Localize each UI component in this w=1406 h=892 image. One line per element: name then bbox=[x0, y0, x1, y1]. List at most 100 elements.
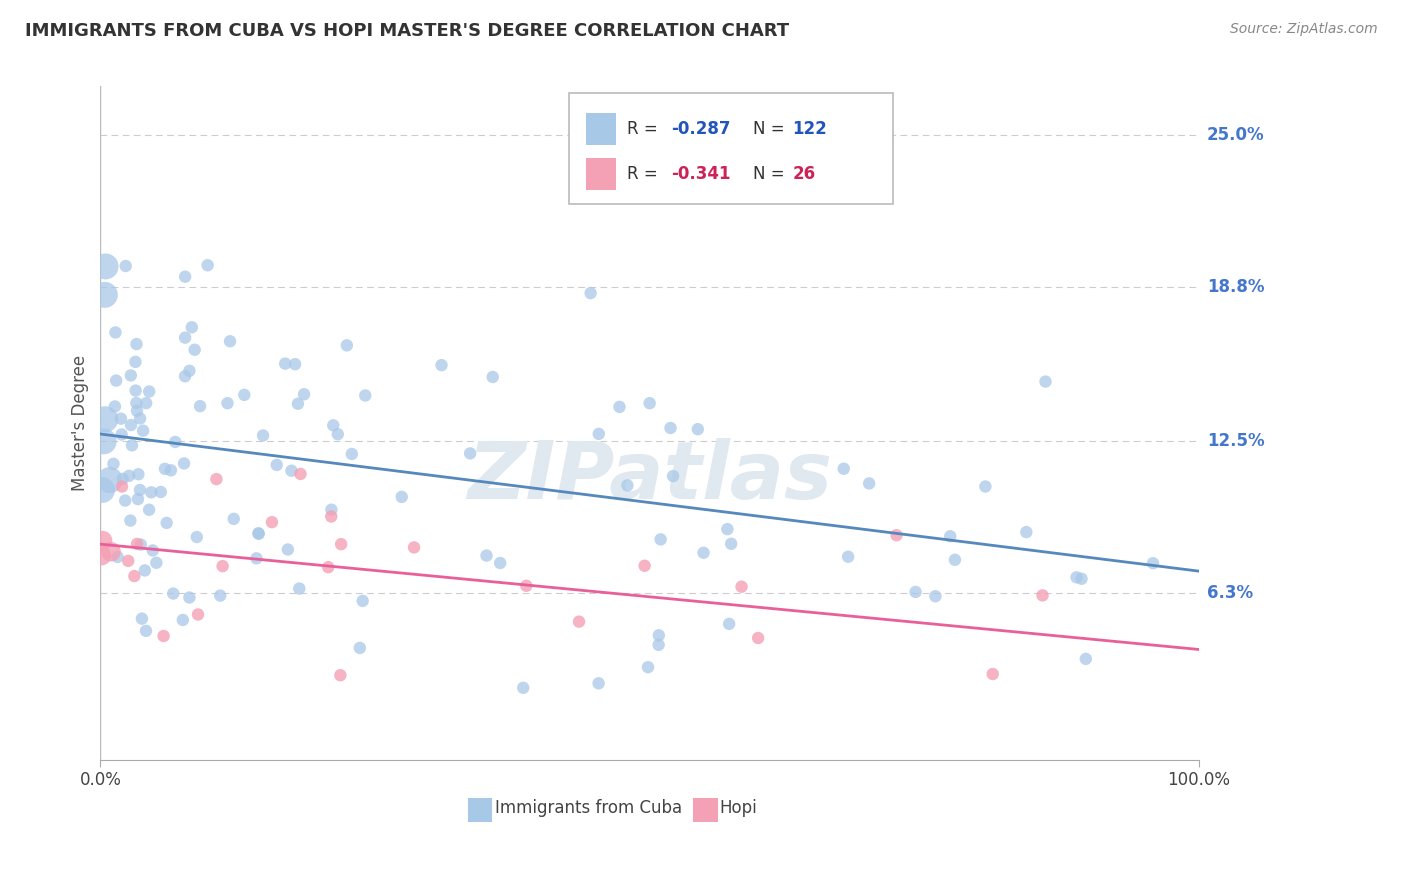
Point bbox=[638, 396, 661, 410]
Point bbox=[125, 337, 148, 351]
Point bbox=[288, 582, 311, 596]
Point bbox=[187, 607, 209, 622]
Point bbox=[93, 434, 115, 449]
Bar bbox=[586, 158, 616, 190]
Point bbox=[1031, 588, 1053, 602]
Point bbox=[886, 528, 908, 542]
Point bbox=[662, 469, 685, 483]
Point bbox=[1035, 375, 1057, 389]
Point bbox=[336, 338, 359, 352]
Point bbox=[219, 334, 242, 349]
Point bbox=[183, 343, 205, 357]
Point bbox=[174, 369, 197, 384]
Point bbox=[134, 563, 156, 577]
Point bbox=[114, 259, 136, 273]
Point bbox=[138, 384, 160, 399]
Point bbox=[117, 554, 139, 568]
Point bbox=[129, 538, 152, 552]
Point bbox=[162, 586, 184, 600]
Text: Hopi: Hopi bbox=[720, 799, 758, 817]
Point bbox=[149, 485, 172, 500]
Point bbox=[489, 556, 512, 570]
Point bbox=[609, 400, 631, 414]
Point bbox=[111, 479, 134, 493]
Point bbox=[832, 461, 855, 475]
Point bbox=[568, 615, 591, 629]
Point bbox=[129, 483, 152, 497]
Point bbox=[172, 613, 194, 627]
Point bbox=[247, 526, 270, 541]
Point bbox=[124, 384, 146, 398]
Point bbox=[125, 396, 148, 410]
Point bbox=[647, 638, 669, 652]
Point bbox=[266, 458, 288, 472]
Point bbox=[329, 668, 352, 682]
Point bbox=[692, 546, 714, 560]
Point bbox=[110, 411, 132, 425]
Point bbox=[142, 543, 165, 558]
Point bbox=[458, 446, 481, 460]
Bar bbox=[586, 112, 616, 145]
Point bbox=[186, 530, 208, 544]
Point bbox=[118, 468, 141, 483]
Point bbox=[637, 660, 659, 674]
Text: N =: N = bbox=[752, 165, 794, 183]
Point bbox=[114, 493, 136, 508]
Point bbox=[284, 357, 307, 371]
Point bbox=[127, 537, 149, 551]
Text: R =: R = bbox=[627, 165, 664, 183]
Point bbox=[94, 260, 117, 274]
Point bbox=[322, 418, 344, 433]
Point bbox=[260, 515, 283, 529]
Point bbox=[321, 509, 343, 524]
Point bbox=[340, 447, 363, 461]
Point bbox=[515, 579, 537, 593]
Point bbox=[616, 478, 638, 492]
Point bbox=[659, 421, 682, 435]
Point bbox=[127, 492, 149, 507]
Point bbox=[252, 428, 274, 442]
Point bbox=[173, 457, 195, 471]
Point bbox=[156, 516, 179, 530]
Point bbox=[1142, 556, 1164, 570]
Text: 18.8%: 18.8% bbox=[1206, 278, 1264, 296]
Point bbox=[124, 355, 146, 369]
Point bbox=[135, 396, 157, 410]
Point bbox=[402, 541, 425, 555]
Point bbox=[209, 589, 232, 603]
Point bbox=[188, 399, 211, 413]
Point bbox=[1015, 525, 1038, 540]
Point bbox=[179, 364, 201, 378]
Point bbox=[125, 404, 148, 418]
Point bbox=[588, 676, 610, 690]
Point bbox=[197, 258, 219, 272]
Point bbox=[121, 438, 143, 452]
Point bbox=[292, 387, 315, 401]
Text: 122: 122 bbox=[792, 120, 827, 137]
Point bbox=[91, 483, 114, 497]
Point bbox=[211, 559, 233, 574]
Point bbox=[837, 549, 859, 564]
Point bbox=[120, 368, 142, 383]
Point bbox=[160, 463, 183, 477]
Text: 25.0%: 25.0% bbox=[1206, 127, 1264, 145]
Point bbox=[939, 529, 962, 543]
Point bbox=[391, 490, 413, 504]
Text: 26: 26 bbox=[792, 165, 815, 183]
Point bbox=[141, 485, 163, 500]
Point bbox=[91, 533, 114, 548]
Point bbox=[104, 400, 127, 414]
Point bbox=[245, 551, 267, 566]
Point bbox=[648, 628, 671, 642]
FancyBboxPatch shape bbox=[569, 93, 893, 204]
Point bbox=[105, 374, 128, 388]
Point bbox=[475, 549, 498, 563]
Text: R =: R = bbox=[627, 120, 664, 137]
Text: -0.341: -0.341 bbox=[672, 165, 731, 183]
Bar bbox=[468, 798, 492, 822]
Point bbox=[90, 549, 112, 563]
Point bbox=[127, 467, 149, 482]
Point bbox=[633, 558, 655, 573]
Point bbox=[1066, 570, 1088, 584]
Point bbox=[124, 569, 146, 583]
